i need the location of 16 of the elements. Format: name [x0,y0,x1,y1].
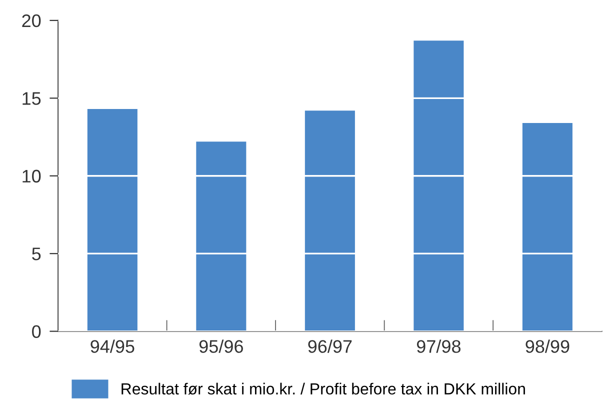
y-tick-label: 5 [32,248,41,260]
bar [304,110,355,332]
y-tick-label: 20 [22,14,41,28]
x-tick-label: 96/97 [308,340,352,353]
bar [414,40,464,332]
y-tick-label: 15 [22,92,41,105]
bar [87,109,138,332]
legend-label: Resultat før skat i mio.kr. / Profit before tax in DKK million [122,382,525,395]
x-tick-label: 98/99 [526,340,570,353]
bar [522,123,572,332]
y-tick-label: 0 [32,325,41,338]
x-tick-label: 95/96 [199,340,243,353]
bar [196,142,246,332]
y-tick-label: 10 [22,170,41,183]
x-tick-label: 97/98 [416,340,461,353]
x-tick-label: 94/95 [90,340,134,353]
